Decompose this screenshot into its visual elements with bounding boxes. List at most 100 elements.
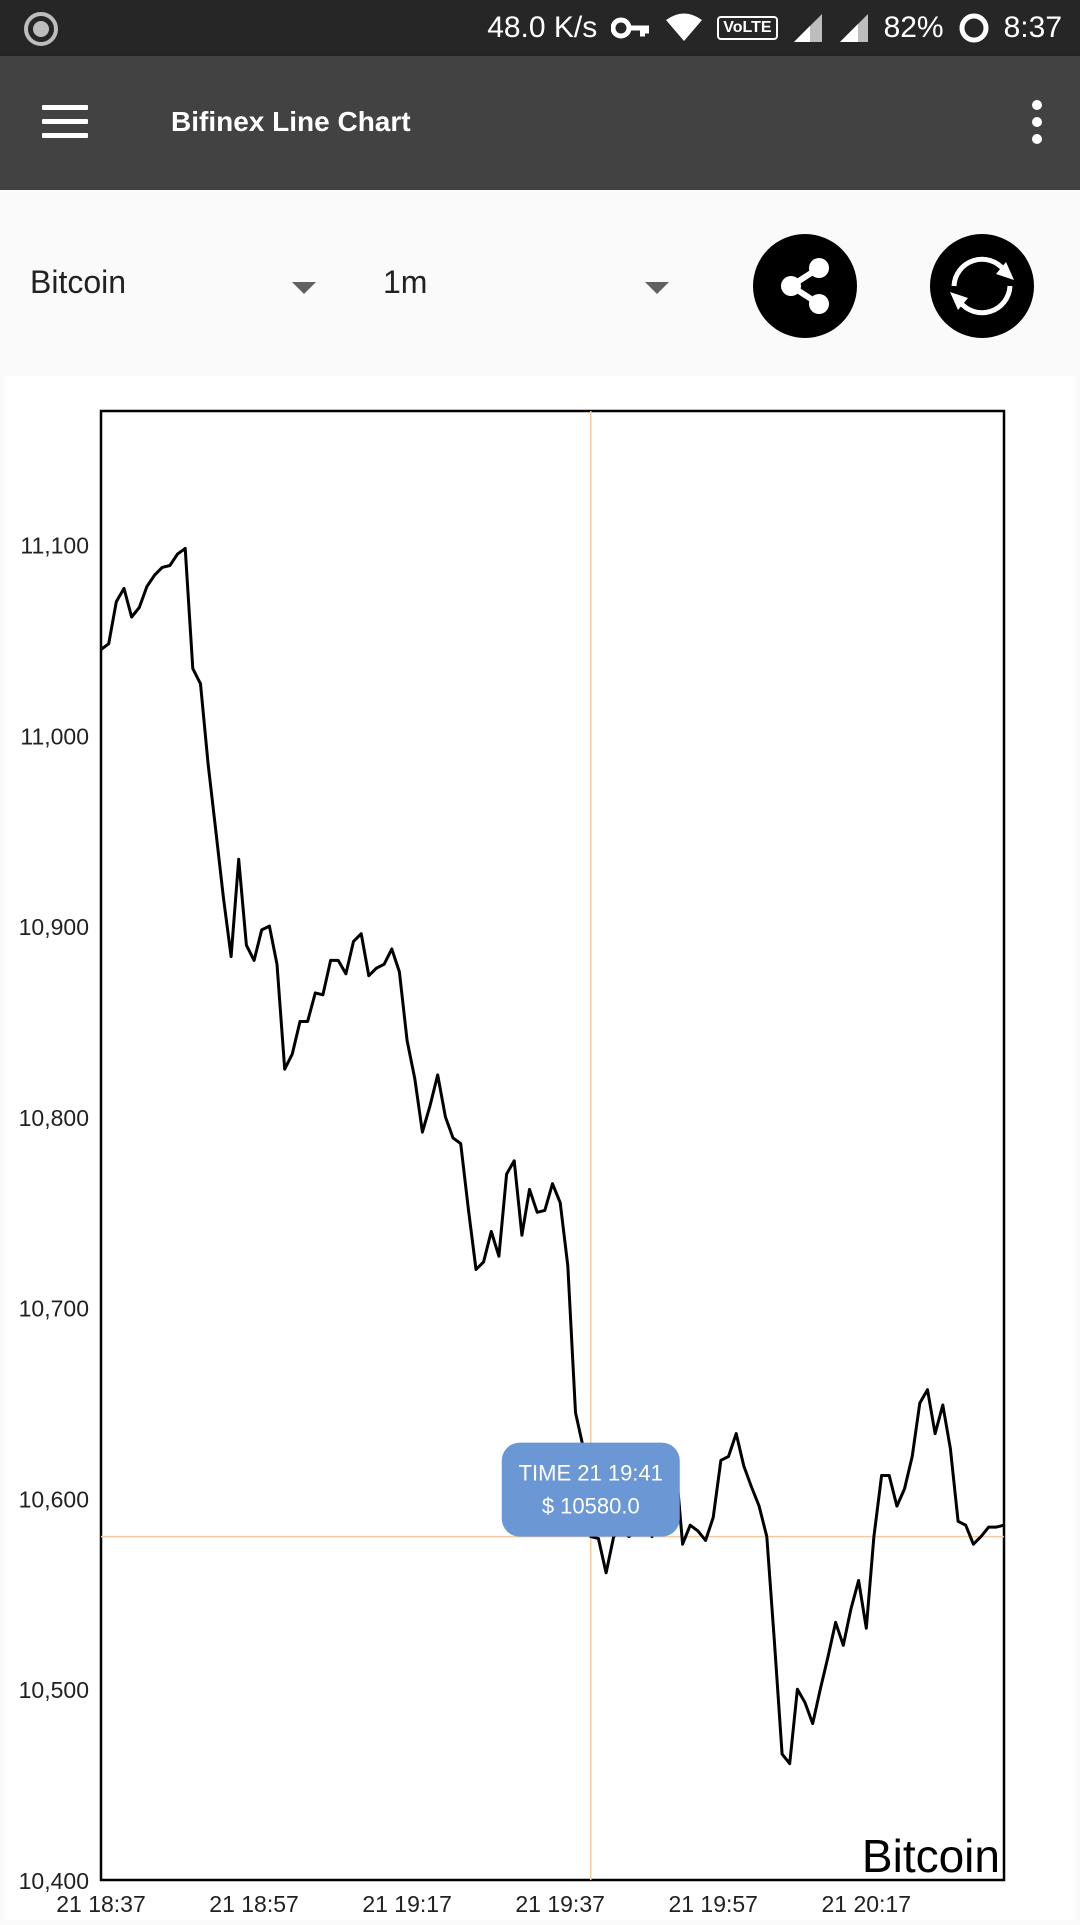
price-point — [337, 959, 340, 962]
menu-icon[interactable] — [42, 105, 88, 141]
price-point — [206, 762, 210, 766]
x-tick-label: 21 19:37 — [515, 1891, 605, 1917]
price-point — [712, 1516, 715, 1519]
price-point — [490, 1230, 493, 1233]
price-point — [283, 1068, 286, 1071]
y-axis: 11,100 11,000 10,900 10,800 10,700 10,600 10,5… — [19, 533, 89, 1894]
price-point — [780, 1752, 784, 1756]
price-point — [826, 1655, 830, 1659]
price-point — [252, 959, 256, 962]
price-point — [880, 1474, 883, 1477]
price-point — [949, 1447, 952, 1451]
net-speed-text: 48.0 K/s — [487, 11, 598, 44]
y-tick-label: 10,400 — [19, 1868, 89, 1894]
price-point — [574, 1411, 577, 1414]
plot-frame — [99, 409, 1006, 1882]
signal-icon-sim1 — [793, 14, 822, 42]
price-line-chart[interactable]: 11,100 11,000 10,900 10,800 10,700 10,600 10,5… — [5, 376, 1075, 1920]
price-point — [191, 667, 194, 670]
price-point — [520, 1234, 524, 1237]
price-point — [275, 963, 279, 966]
price-point — [773, 1640, 776, 1643]
price-point — [360, 932, 363, 935]
price-point — [122, 587, 126, 590]
price-point — [260, 928, 263, 932]
tooltip-time: TIME 21 19:41 — [519, 1461, 663, 1486]
currency-select[interactable]: Bitcoin — [30, 250, 320, 314]
price-point — [329, 959, 332, 962]
y-tick-label: 10,500 — [19, 1677, 89, 1703]
price-point — [390, 947, 393, 951]
price-point — [176, 552, 179, 556]
price-point — [99, 648, 103, 651]
price-point — [428, 1104, 432, 1107]
price-point — [1002, 1524, 1006, 1527]
price-point — [184, 547, 187, 550]
battery-text: 82% — [883, 11, 944, 44]
price-point — [742, 1464, 745, 1468]
price-point — [168, 564, 172, 567]
price-point — [298, 1020, 302, 1023]
chart-card: 11,100 11,000 10,900 10,800 10,700 10,600 10,5… — [5, 376, 1075, 1920]
price-point — [421, 1130, 424, 1134]
price-point — [505, 1172, 508, 1176]
price-point — [352, 940, 355, 943]
tooltip-price: $ 10580.0 — [542, 1494, 640, 1519]
x-tick-label: 21 20:17 — [821, 1891, 911, 1917]
wifi-icon — [666, 13, 703, 41]
price-point — [375, 966, 378, 970]
price-point — [903, 1487, 906, 1491]
x-axis: 21 18:37 21 18:57 21 19:17 21 19:37 21 19:57… — [56, 1891, 911, 1917]
price-point — [895, 1504, 899, 1508]
y-tick-label: 10,800 — [19, 1105, 89, 1131]
currency-select-value: Bitcoin — [30, 264, 127, 300]
price-point — [321, 993, 325, 996]
vpn-key-icon — [611, 17, 650, 39]
app-bar: Bifinex Line Chart — [0, 56, 1080, 190]
price-point — [788, 1762, 791, 1765]
price-point — [735, 1432, 738, 1435]
price-point — [849, 1607, 853, 1611]
status-right: 48.0 K/s VoLTE 82% 8:37 — [487, 0, 1062, 56]
price-point — [987, 1525, 990, 1529]
price-point — [467, 1207, 470, 1210]
price-point — [145, 585, 149, 588]
price-point — [681, 1543, 684, 1546]
price-point — [857, 1579, 860, 1582]
price-point — [926, 1388, 929, 1391]
price-point — [306, 1020, 309, 1023]
more-options-icon[interactable] — [1022, 100, 1052, 146]
price-point — [918, 1401, 921, 1405]
volte-badge: VoLTE — [717, 16, 778, 40]
do-not-disturb-icon — [24, 12, 58, 46]
price-point — [796, 1688, 799, 1691]
price-point — [765, 1535, 768, 1538]
price-point — [451, 1136, 455, 1140]
price-point — [727, 1455, 730, 1458]
price-point — [413, 1077, 416, 1080]
price-point — [245, 944, 248, 947]
price-point — [750, 1485, 753, 1489]
price-point — [911, 1455, 914, 1458]
refresh-button[interactable] — [930, 234, 1034, 338]
price-point — [696, 1529, 700, 1533]
price-point — [536, 1211, 539, 1214]
x-tick-label: 21 19:57 — [668, 1891, 758, 1917]
price-point — [459, 1142, 462, 1145]
price-point — [268, 924, 271, 928]
series-group — [99, 546, 1006, 1766]
share-button[interactable] — [753, 234, 857, 338]
price-point — [964, 1524, 967, 1527]
price-point — [979, 1535, 983, 1538]
y-tick-label: 11,100 — [20, 533, 89, 559]
price-series-line — [100, 546, 1005, 1766]
price-point — [161, 566, 164, 569]
status-bar: 48.0 K/s VoLTE 82% 8:37 — [0, 0, 1080, 56]
interval-select[interactable]: 1m — [383, 250, 673, 314]
chevron-down-icon — [292, 282, 316, 294]
price-point — [405, 1039, 409, 1042]
price-point — [222, 896, 225, 899]
signal-icon-sim2 — [839, 14, 868, 42]
x-tick-label: 21 19:17 — [362, 1891, 452, 1917]
refresh-icon — [950, 256, 1014, 316]
